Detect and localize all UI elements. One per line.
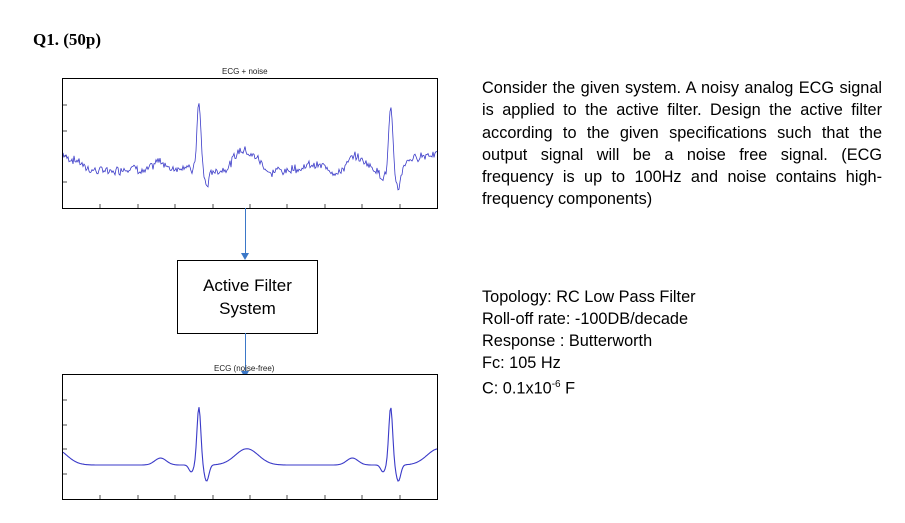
spec-c-exponent: -6: [551, 379, 561, 390]
spec-response: Response : Butterworth: [482, 332, 653, 350]
spec-c-suffix: F: [560, 379, 576, 398]
clean-ecg-svg: [63, 399, 437, 499]
spec-capacitance: C: 0.1x10-6 F: [482, 374, 575, 399]
filter-box-line1: Active Filter: [203, 276, 292, 295]
arrow-head-top: [241, 253, 249, 260]
spec-rolloff: Roll-off rate: -100DB/decade: [482, 310, 689, 328]
spec-c-prefix: C: 0.1x10: [482, 379, 552, 398]
ecg-trace: [63, 407, 437, 482]
spec-topology: Topology: RC Low Pass Filter: [482, 288, 696, 306]
question-description: Consider the given system. A noisy analo…: [482, 79, 882, 209]
noisy-ecg-svg: [63, 103, 437, 208]
arrow-line-bottom: [245, 333, 246, 373]
question-title: Q1. (50p): [33, 30, 101, 50]
arrow-line-top: [245, 208, 246, 256]
filter-box-line2: System: [219, 299, 276, 318]
ecg-trace: [63, 103, 437, 191]
question-label: Q1: [33, 30, 55, 49]
question-points: . (50p): [54, 30, 102, 49]
top-plot-title: ECG + noise: [222, 67, 268, 76]
clean-ecg-plot: [62, 374, 438, 500]
noisy-ecg-plot: [62, 78, 438, 209]
bottom-plot-title: ECG (noise-free): [214, 364, 275, 373]
active-filter-box: Active Filter System: [177, 260, 318, 334]
spec-fc: Fc: 105 Hz: [482, 354, 561, 372]
